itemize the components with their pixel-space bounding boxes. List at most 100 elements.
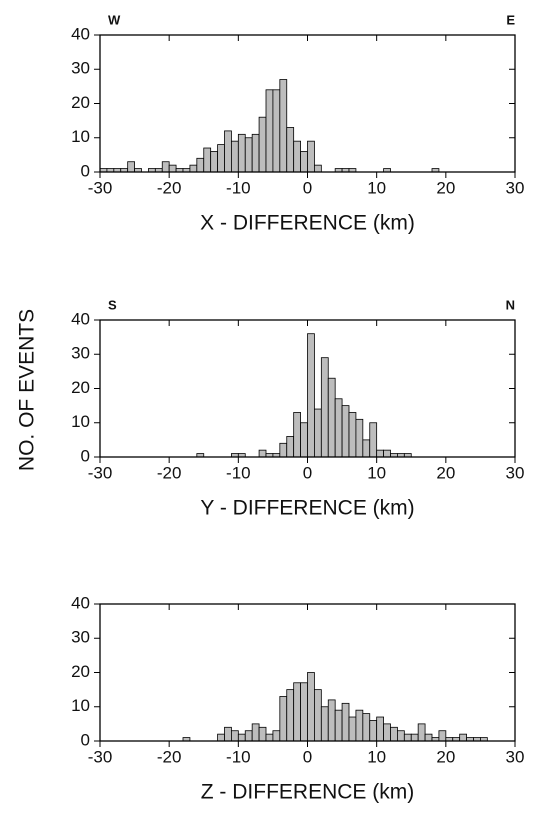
- x-tick-label: 20: [436, 178, 455, 197]
- bar: [348, 412, 357, 458]
- bar: [258, 726, 267, 742]
- x-tick-label: 10: [367, 463, 386, 482]
- y-tick-label: 30: [71, 59, 90, 78]
- corner-label: E: [506, 12, 515, 27]
- bar: [272, 89, 281, 173]
- bar: [231, 730, 239, 742]
- bar: [161, 161, 170, 173]
- y-tick-label: 0: [81, 161, 90, 180]
- bar: [307, 333, 315, 458]
- x-tick-label: -30: [88, 178, 113, 197]
- bar: [189, 164, 198, 173]
- bar: [265, 89, 274, 173]
- x-tick-label: -20: [157, 747, 182, 766]
- bar: [237, 133, 246, 173]
- x-tick-label: -10: [226, 463, 251, 482]
- bar: [355, 418, 364, 458]
- bar: [369, 720, 378, 742]
- y-tick-label: 10: [71, 127, 90, 146]
- bar: [314, 408, 322, 458]
- bar: [286, 436, 295, 458]
- bar: [390, 726, 398, 742]
- bar: [210, 151, 218, 173]
- bar: [244, 137, 253, 173]
- bar: [203, 147, 212, 173]
- x-tick-label: 30: [506, 463, 525, 482]
- bar: [279, 442, 288, 458]
- bar: [383, 449, 391, 458]
- x-tick-label: -30: [88, 747, 113, 766]
- bar: [334, 398, 343, 458]
- bar: [307, 672, 315, 742]
- x-axis-label: Y - DIFFERENCE (km): [200, 497, 414, 520]
- bar: [251, 723, 260, 742]
- bar: [334, 709, 343, 742]
- bar: [217, 733, 225, 742]
- x-tick-label: 0: [303, 178, 312, 197]
- y-tick-label: 40: [71, 24, 90, 43]
- x-tick-label: 20: [436, 747, 455, 766]
- corner-label: S: [108, 297, 117, 312]
- bar: [300, 682, 308, 742]
- bar: [300, 151, 308, 173]
- y-tick-label: 20: [71, 378, 90, 397]
- x-tick-label: -10: [226, 747, 251, 766]
- y-axis-label: NO. OF EVENTS: [16, 309, 39, 471]
- y-tick-label: 10: [71, 412, 90, 431]
- bar: [196, 157, 205, 173]
- bar: [424, 733, 433, 742]
- bar: [327, 699, 336, 742]
- bar: [237, 733, 246, 742]
- bar: [403, 733, 412, 742]
- bar: [258, 116, 267, 173]
- corner-label: W: [108, 12, 121, 27]
- x-axis-label: X - DIFFERENCE (km): [200, 212, 415, 235]
- y-tick-label: 20: [71, 662, 90, 681]
- bar: [224, 726, 232, 742]
- x-tick-label: -20: [157, 463, 182, 482]
- bar: [300, 422, 308, 458]
- bar: [341, 702, 350, 742]
- bar: [258, 449, 267, 458]
- bar: [244, 730, 253, 742]
- y-tick-label: 40: [71, 593, 90, 612]
- y-tick-label: 30: [71, 628, 90, 647]
- bar: [327, 377, 336, 458]
- y-tick-label: 30: [71, 344, 90, 363]
- bar: [348, 716, 357, 742]
- bar: [279, 696, 288, 742]
- bar: [362, 713, 371, 742]
- bar: [127, 161, 135, 173]
- x-tick-label: 0: [303, 747, 312, 766]
- y-tick-label: 20: [71, 93, 90, 112]
- bar: [397, 730, 405, 742]
- x-tick-label: -20: [157, 178, 182, 197]
- x-tick-label: -30: [88, 463, 113, 482]
- bar: [459, 733, 467, 742]
- bar: [265, 733, 274, 742]
- bar: [293, 140, 301, 173]
- bar: [224, 130, 232, 173]
- bar: [362, 439, 371, 458]
- x-tick-label: 10: [367, 747, 386, 766]
- y-tick-label: 0: [81, 446, 90, 465]
- corner-label: N: [506, 297, 515, 312]
- bar: [293, 682, 301, 742]
- x-tick-label: 10: [367, 178, 386, 197]
- bar: [231, 140, 239, 173]
- bar: [314, 164, 322, 173]
- bar: [279, 79, 288, 173]
- y-tick-label: 40: [71, 309, 90, 328]
- bar: [320, 357, 329, 458]
- bar: [272, 730, 281, 742]
- bar: [383, 723, 391, 742]
- x-tick-label: -10: [226, 178, 251, 197]
- bar: [251, 133, 260, 173]
- bar: [286, 689, 295, 742]
- bar: [369, 422, 378, 458]
- y-tick-label: 0: [81, 730, 90, 749]
- bar: [376, 716, 384, 742]
- bar: [410, 733, 419, 742]
- bar: [341, 405, 350, 458]
